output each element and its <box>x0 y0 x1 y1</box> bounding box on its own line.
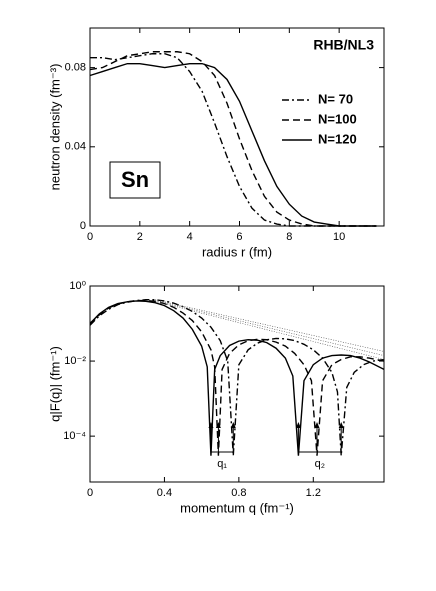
annotation: Sn <box>121 167 149 192</box>
x-tick-label: 0 <box>87 231 93 243</box>
x-tick-label: 1.2 <box>306 487 321 499</box>
x-tick-label: 4 <box>187 231 193 243</box>
x-tick-label: 0.4 <box>157 487 172 499</box>
x-axis-label: radius r (fm) <box>202 244 272 259</box>
chart-title: RHB/NL3 <box>313 37 374 53</box>
x-tick-label: 6 <box>236 231 242 243</box>
series-line <box>89 62 377 227</box>
marker-label: q₂ <box>315 458 325 470</box>
envelope-line <box>155 301 385 360</box>
y-tick-label: 0 <box>80 220 86 232</box>
envelope-line <box>155 299 385 352</box>
legend-label: N=120 <box>318 131 357 146</box>
series-line <box>89 300 385 456</box>
marker-arrowhead <box>215 422 221 428</box>
marker-arrowhead <box>314 422 320 428</box>
marker-arrowhead <box>230 422 236 428</box>
y-axis-label: neutron density (fm⁻³) <box>47 64 62 191</box>
axes-frame <box>89 27 385 227</box>
marker-label: q₁ <box>217 458 227 470</box>
marker-arrowhead <box>295 422 301 428</box>
x-tick-label: 0.8 <box>231 487 246 499</box>
legend-label: N=100 <box>318 111 357 126</box>
marker-arrowhead <box>338 422 344 428</box>
y-tick-label: 0.08 <box>65 62 86 74</box>
envelope-line <box>155 300 385 356</box>
annotation-box <box>109 161 161 199</box>
marker-arrowhead <box>208 422 214 428</box>
x-tick-label: 0 <box>87 487 93 499</box>
y-tick-label: 10⁻² <box>64 355 86 367</box>
legend-label: N= 70 <box>318 91 353 106</box>
y-tick-label: 10⁰ <box>69 280 86 292</box>
y-axis-label: q|F(q)| (fm⁻¹) <box>47 346 62 422</box>
y-tick-label: 10⁻⁴ <box>63 430 86 442</box>
x-tick-label: 10 <box>333 231 345 243</box>
x-axis-label: momentum q (fm⁻¹) <box>180 500 294 515</box>
x-tick-label: 8 <box>286 231 292 243</box>
y-tick-label: 0.04 <box>65 141 86 153</box>
x-tick-label: 2 <box>137 231 143 243</box>
axes-frame <box>89 285 385 483</box>
